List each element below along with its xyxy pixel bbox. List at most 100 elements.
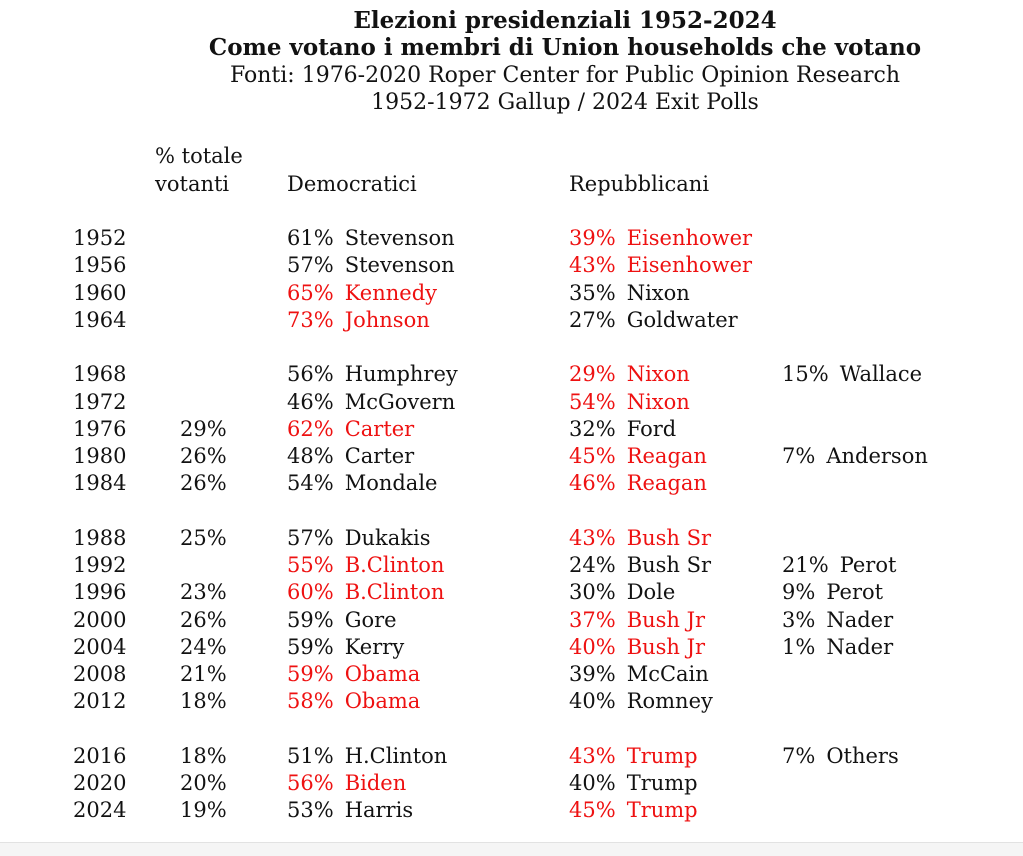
dem-candidate: Kerry	[344, 634, 405, 659]
third-result: 3% Nader	[782, 607, 1023, 634]
rep-candidate: Nixon	[626, 362, 690, 387]
dem-percent: 46%	[287, 389, 334, 414]
rep-percent: 45%	[569, 444, 616, 468]
year-cell: 1984	[73, 471, 127, 496]
rep-percent: 54%	[569, 389, 616, 414]
dem-percent: 48%	[287, 444, 334, 468]
table-row-1964: 1964 73% Johnson 27% Goldwater	[0, 307, 1023, 334]
rep-candidate: Goldwater	[626, 307, 738, 332]
table-row-2020: 2020 20% 56% Biden 40% Trump	[0, 770, 1023, 797]
turnout-cell: 24%	[180, 634, 227, 659]
dem-candidate: Harris	[344, 798, 414, 823]
year-cell: 1980	[73, 444, 127, 468]
turnout-cell: 23%	[180, 580, 227, 605]
rep-percent: 43%	[569, 525, 616, 550]
year-cell: 1988	[73, 525, 127, 550]
dem-percent: 57%	[287, 525, 334, 550]
dem-result: 62% Carter	[287, 416, 569, 443]
rep-result: 45% Trump	[569, 797, 782, 824]
dem-result: 73% Johnson	[287, 307, 569, 334]
dem-result: 58% Obama	[287, 688, 569, 715]
third-candidate: Nader	[826, 607, 894, 632]
dem-candidate: Gore	[344, 607, 397, 632]
document-header: Elezioni presidenziali 1952-2024 Come vo…	[0, 7, 1023, 116]
rep-candidate: Trump	[626, 743, 698, 768]
rep-result: 32% Ford	[569, 416, 782, 443]
rep-candidate: Ford	[626, 416, 677, 441]
dem-result: 56% Humphrey	[287, 361, 569, 388]
rep-candidate: Dole	[626, 580, 676, 605]
dem-candidate: H.Clinton	[344, 743, 448, 768]
table-row-2004: 2004 24% 59% Kerry 40% Bush Jr 1% Nader	[0, 634, 1023, 661]
rep-result: 29% Nixon	[569, 361, 782, 388]
democrats-column-header: Democratici	[287, 171, 417, 196]
rep-percent: 24%	[569, 553, 616, 577]
third-result: 15% Wallace	[782, 361, 1023, 388]
rep-candidate: Romney	[626, 689, 713, 714]
rep-result: 46% Reagan	[569, 470, 782, 497]
source-line-1: Fonti: 1976-2020 Roper Center for Public…	[229, 62, 901, 88]
dem-result: 51% H.Clinton	[287, 743, 569, 770]
third-result	[782, 470, 1023, 497]
third-percent: 21%	[782, 553, 829, 577]
dem-candidate: Humphrey	[344, 362, 458, 387]
turnout-header-line2: votanti	[155, 171, 230, 196]
dem-candidate: Mondale	[344, 471, 438, 496]
third-result: 1% Nader	[782, 634, 1023, 661]
dem-percent: 51%	[287, 743, 334, 768]
year-cell: 2016	[73, 743, 127, 768]
rep-result: 43% Eisenhower	[569, 252, 782, 279]
third-result	[782, 797, 1023, 824]
table-header: % totale votanti Democratici Repubblican…	[0, 143, 1023, 198]
dem-result: 57% Dukakis	[287, 525, 569, 552]
dem-candidate: Carter	[344, 416, 415, 441]
rep-percent: 35%	[569, 280, 616, 305]
rep-candidate: Bush Jr	[626, 607, 706, 632]
dem-percent: 61%	[287, 226, 334, 250]
dem-candidate: B.Clinton	[344, 553, 445, 577]
third-result	[782, 688, 1023, 715]
dem-candidate: McGovern	[344, 389, 456, 414]
rep-result: 43% Trump	[569, 743, 782, 770]
rep-candidate: Bush Sr	[626, 553, 712, 577]
turnout-cell	[180, 552, 287, 579]
year-cell: 1976	[73, 416, 127, 441]
third-result: 21% Perot	[782, 552, 1023, 579]
republicans-column-header: Repubblicani	[569, 171, 710, 196]
table-row-2008: 2008 21% 59% Obama 39% McCain	[0, 661, 1023, 688]
rep-candidate: Eisenhower	[626, 226, 753, 250]
turnout-cell	[180, 389, 287, 416]
dem-candidate: Carter	[344, 444, 415, 468]
table-row-1980: 1980 26% 48% Carter 45% Reagan 7% Anderson	[0, 443, 1023, 470]
year-cell: 1996	[73, 580, 127, 605]
dem-result: 55% B.Clinton	[287, 552, 569, 579]
third-result: 7% Anderson	[782, 443, 1023, 470]
rep-result: 27% Goldwater	[569, 307, 782, 334]
dem-percent: 62%	[287, 416, 334, 441]
third-result: 7% Others	[782, 743, 1023, 770]
rep-result: 40% Romney	[569, 688, 782, 715]
year-cell: 1968	[73, 362, 127, 387]
turnout-cell	[180, 252, 287, 279]
turnout-cell: 29%	[180, 416, 227, 441]
dem-percent: 58%	[287, 689, 334, 714]
rep-result: 37% Bush Jr	[569, 607, 782, 634]
rep-percent: 30%	[569, 580, 616, 605]
third-result	[782, 389, 1023, 416]
third-result	[782, 307, 1023, 334]
dem-result: 57% Stevenson	[287, 252, 569, 279]
dem-percent: 60%	[287, 580, 334, 605]
turnout-cell: 26%	[180, 471, 227, 496]
year-cell: 2000	[73, 607, 127, 632]
dem-candidate: Obama	[344, 662, 421, 686]
year-cell: 2004	[73, 634, 127, 659]
rep-percent: 45%	[569, 798, 616, 823]
third-result	[782, 280, 1023, 307]
third-result: 9% Perot	[782, 579, 1023, 606]
dem-result: 48% Carter	[287, 443, 569, 470]
table-row-1968: 1968 56% Humphrey 29% Nixon 15% Wallace	[0, 361, 1023, 388]
table-row-1992: 1992 55% B.Clinton 24% Bush Sr 21% Perot	[0, 552, 1023, 579]
year-cell: 1992	[73, 553, 127, 577]
page-subtitle: Come votano i membri di Union households…	[208, 34, 922, 62]
turnout-cell: 26%	[180, 444, 227, 468]
